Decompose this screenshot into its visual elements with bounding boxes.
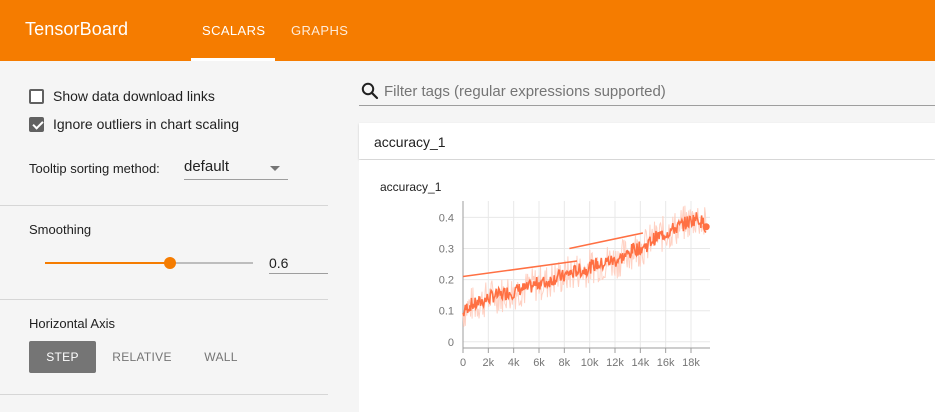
smoothing-slider-handle[interactable]	[163, 257, 176, 269]
y-tick-label: 0.2	[439, 275, 454, 287]
main-panel: Filter tags (regular expressions support…	[340, 61, 935, 412]
smoothed-series-line	[462, 212, 707, 317]
tag-filter-input[interactable]: Filter tags (regular expressions support…	[359, 79, 935, 106]
horizontal-axis-section	[0, 299, 328, 395]
chart-svg[interactable]: 0 0.1 0.2 0.3 0.4 0 2k 4k 6k 8k 10k 12k 14k 16k 18k	[359, 160, 935, 412]
x-tick-label: 10k	[581, 357, 599, 369]
tooltip-sorting-label: Tooltip sorting method:	[29, 161, 160, 176]
smoothing-value: 0.6	[269, 255, 289, 271]
y-tick-label: 0	[448, 337, 454, 349]
checkbox-checked-icon[interactable]	[29, 116, 44, 132]
smoothing-slider[interactable]	[45, 257, 253, 269]
tab-graphs[interactable]: GRAPHS	[291, 23, 349, 38]
horizontal-axis-title: Horizontal Axis	[29, 316, 115, 331]
tooltip-sorting-select[interactable]: default	[184, 157, 288, 180]
ignore-outliers-label: Ignore outliers in chart scaling	[53, 116, 239, 132]
chart-title: accuracy_1	[380, 180, 442, 194]
x-tick-label: 4k	[508, 357, 520, 369]
show-download-links-label: Show data download links	[53, 88, 215, 104]
chart-card: accuracy_1 0 0.1 0.2 0.3 0.4 0 2k 4k 6k 8k 10k 12k 1…	[359, 160, 935, 412]
tooltip-sorting-value: default	[184, 158, 230, 175]
sidebar: Show data download links Ignore outliers…	[0, 61, 340, 412]
search-icon	[361, 82, 379, 100]
active-tab-indicator	[191, 58, 275, 61]
last-point-marker	[702, 223, 710, 231]
connector-series-line	[462, 260, 578, 278]
smoothing-section	[0, 205, 328, 300]
settings-section	[0, 61, 328, 206]
tab-scalars[interactable]: SCALARS	[202, 23, 266, 38]
x-tick-label: 6k	[533, 357, 545, 369]
app-title: TensorBoard	[25, 19, 129, 39]
x-tick-label: 12k	[606, 357, 624, 369]
ignore-outliers-toggle[interactable]: Ignore outliers in chart scaling	[29, 116, 239, 132]
smoothing-title: Smoothing	[29, 222, 92, 237]
axis-wall-button[interactable]: WALL	[204, 350, 238, 364]
x-tick-label: 0	[460, 357, 466, 369]
axis-step-button[interactable]: STEP	[29, 341, 96, 373]
x-tick-label: 14k	[631, 357, 649, 369]
x-tick-label: 8k	[559, 357, 571, 369]
raw-series-line	[462, 205, 707, 327]
category-header-accuracy[interactable]: accuracy_1	[359, 123, 935, 159]
tag-filter-placeholder: Filter tags (regular expressions support…	[384, 83, 666, 100]
x-tick-label: 16k	[657, 357, 675, 369]
connector-series-line	[569, 232, 644, 250]
y-tick-label: 0.3	[439, 244, 454, 256]
top-app-bar: TensorBoard SCALARS GRAPHS	[0, 0, 935, 61]
x-tick-label: 2k	[483, 357, 495, 369]
category-title: accuracy_1	[374, 134, 446, 150]
smoothing-input[interactable]: 0.6	[269, 251, 328, 274]
x-tick-label: 18k	[682, 357, 700, 369]
axis-relative-button[interactable]: RELATIVE	[112, 350, 172, 364]
y-tick-label: 0.4	[439, 212, 454, 224]
smoothing-slider-fill	[45, 262, 170, 264]
checkbox-unchecked-icon[interactable]	[29, 88, 44, 104]
dropdown-arrow-icon	[270, 166, 280, 171]
show-download-links-toggle[interactable]: Show data download links	[29, 88, 215, 104]
y-tick-label: 0.1	[439, 306, 454, 318]
